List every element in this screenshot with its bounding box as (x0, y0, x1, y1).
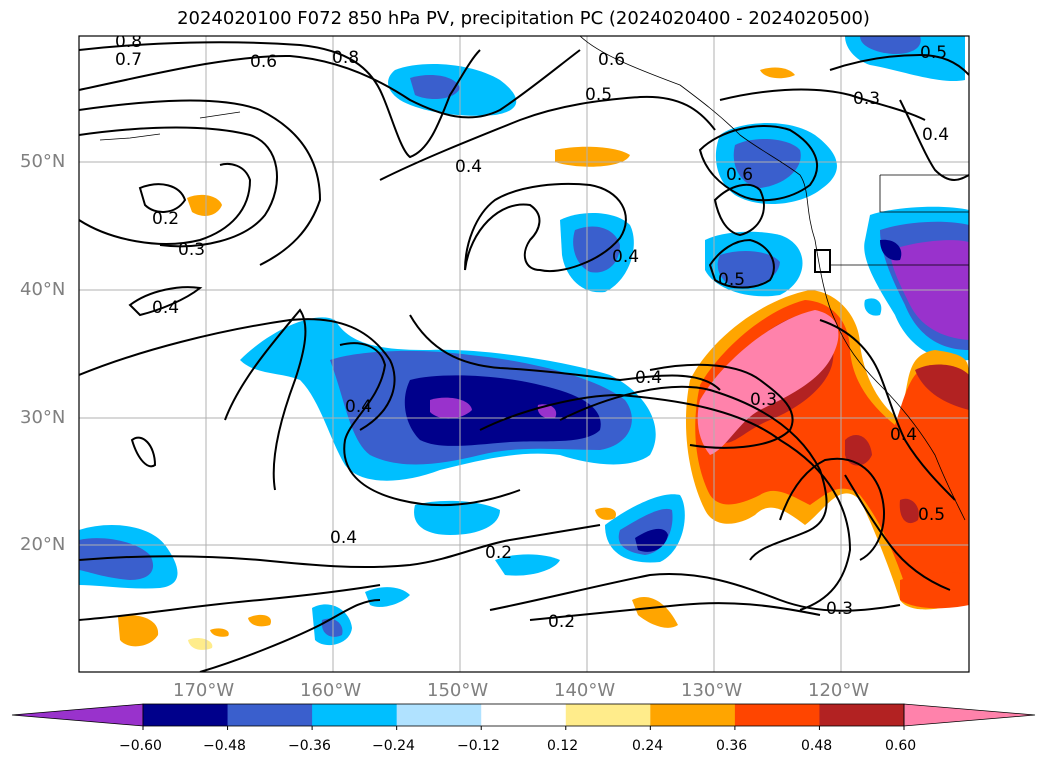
contour-label: 0.5 (585, 85, 612, 105)
colorbar-tick: −0.24 (372, 738, 415, 754)
contour-label: 0.8 (115, 32, 142, 52)
lat-label: 50°N (20, 151, 66, 172)
contour-label: 0.4 (330, 528, 357, 548)
colorbar-swatch (734, 704, 820, 726)
colorbar-swatch (312, 704, 398, 726)
contour-label: 0.3 (826, 599, 853, 619)
contour-label: 0.2 (548, 612, 575, 632)
lat-label: 30°N (20, 407, 66, 428)
contour-label: 0.4 (635, 368, 662, 388)
contour-label: 0.4 (345, 397, 372, 417)
lat-label: 20°N (20, 534, 66, 555)
colorbar-tick: −0.36 (288, 738, 331, 754)
contour-label: 0.7 (115, 50, 142, 70)
contour-label: 0.2 (485, 543, 512, 563)
contour-label: 0.6 (250, 52, 277, 72)
colorbar-tick: −0.48 (203, 738, 246, 754)
colorbar-swatch (396, 704, 482, 726)
colorbar-swatch (481, 704, 567, 726)
contour-label: 0.8 (332, 48, 359, 68)
lon-label: 140°W (554, 680, 616, 701)
contour-label: 0.5 (718, 270, 745, 290)
contour-label: 0.3 (853, 89, 880, 109)
map-title: 2024020100 F072 850 hPa PV, precipitatio… (177, 8, 870, 29)
colorbar-swatch (819, 704, 905, 726)
colorbar-tick: 0.60 (885, 738, 917, 754)
colorbar-swatch (650, 704, 736, 726)
colorbar (11, 703, 1036, 730)
colorbar-frame (142, 703, 905, 727)
map-frame (78, 35, 970, 673)
contour-label: 0.4 (152, 298, 179, 318)
lon-label: 120°W (808, 680, 870, 701)
contour-label: 0.6 (598, 50, 625, 70)
contour-label: 0.3 (750, 390, 777, 410)
coastline (99, 36, 969, 521)
contour-label: 0.5 (918, 505, 945, 525)
lon-label: 160°W (300, 680, 362, 701)
colorbar-tick: −0.60 (119, 738, 162, 754)
colorbar-tick: 0.12 (547, 738, 579, 754)
contour-label: 0.4 (890, 425, 917, 445)
contour-label: 0.3 (178, 240, 205, 260)
colorbar-swatch (143, 704, 229, 726)
contour-label: 0.2 (152, 209, 179, 229)
lon-label: 170°W (173, 680, 235, 701)
colorbar-extend-high (903, 703, 1036, 727)
colorbar-swatch (565, 704, 651, 726)
lon-label: 130°W (681, 680, 743, 701)
graticule (79, 36, 969, 672)
contour-label: 0.5 (920, 43, 947, 63)
contour-label: 0.4 (455, 157, 482, 177)
colorbar-tick: 0.36 (716, 738, 748, 754)
colorbar-swatch (227, 704, 313, 726)
colorbar-extend-low (11, 703, 144, 727)
pv-contours (79, 41, 969, 672)
colorbar-tick: 0.24 (632, 738, 664, 754)
colorbar-tick: −0.12 (457, 738, 500, 754)
contour-label: 0.4 (922, 125, 949, 145)
map-panel: 0.8 0.7 0.6 0.8 0.6 0.5 0.3 0.5 0.4 0.6 … (79, 32, 969, 672)
lon-label: 150°W (427, 680, 489, 701)
lat-label: 40°N (20, 279, 66, 300)
contour-label: 0.4 (612, 247, 639, 267)
colorbar-tick: 0.48 (801, 738, 833, 754)
contour-labels: 0.8 0.7 0.6 0.8 0.6 0.5 0.3 0.5 0.4 0.6 … (115, 32, 949, 632)
contour-label: 0.6 (726, 165, 753, 185)
